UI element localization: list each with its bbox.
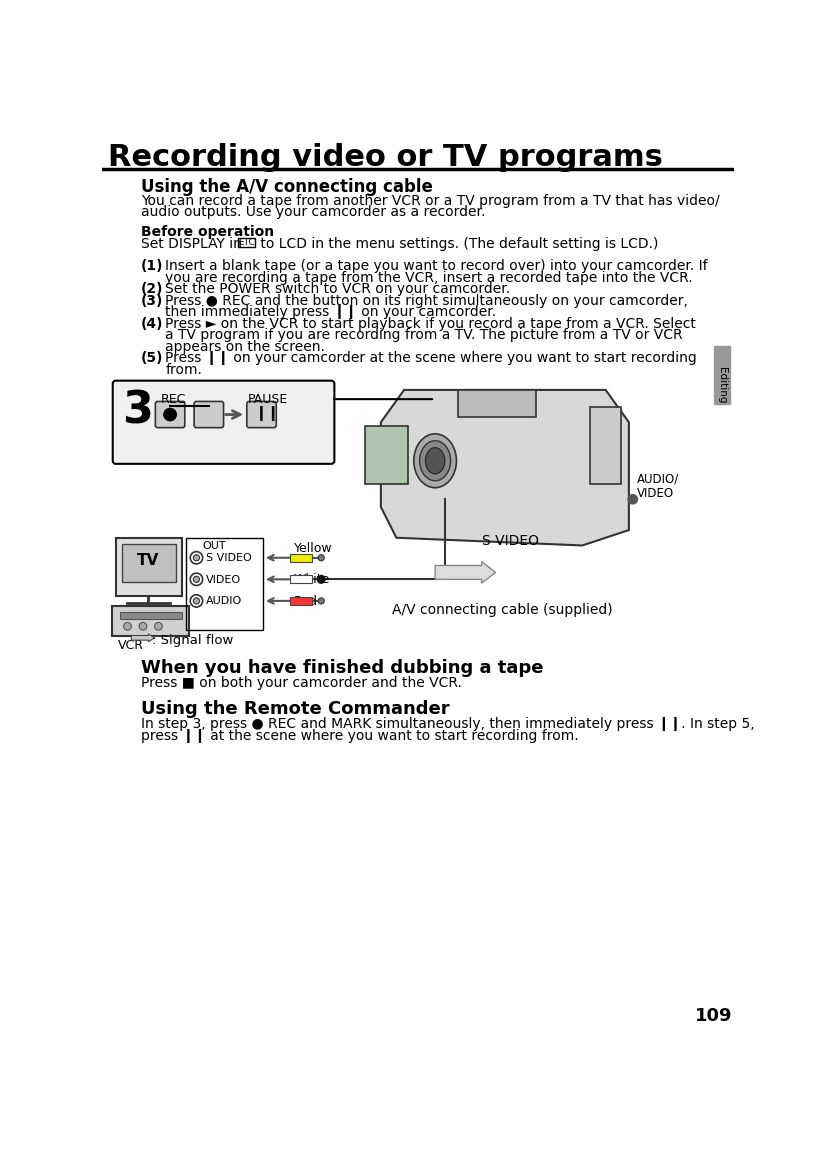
Bar (237, 238, 254, 247)
Circle shape (164, 409, 176, 421)
Text: Using the Remote Commander: Using the Remote Commander (141, 700, 449, 718)
FancyBboxPatch shape (247, 402, 276, 428)
Text: (5): (5) (141, 351, 163, 365)
Circle shape (190, 551, 203, 564)
Bar (186, 538, 263, 630)
Text: (1): (1) (141, 259, 163, 273)
Text: (2): (2) (141, 282, 163, 296)
Circle shape (155, 623, 162, 630)
Text: S VIDEO: S VIDEO (482, 534, 539, 548)
Circle shape (190, 595, 203, 607)
Ellipse shape (414, 434, 456, 488)
Bar (290, 597, 312, 604)
Text: Press ● REC and the button on its right simultaneously on your camcorder,: Press ● REC and the button on its right … (165, 294, 689, 307)
Text: Press ► on the VCR to start playback if you record a tape from a VCR. Select: Press ► on the VCR to start playback if … (165, 317, 696, 330)
Text: When you have finished dubbing a tape: When you have finished dubbing a tape (141, 658, 543, 677)
FancyBboxPatch shape (156, 402, 185, 428)
Text: (4): (4) (141, 317, 163, 330)
Bar (290, 576, 312, 584)
Text: appears on the screen.: appears on the screen. (165, 340, 325, 353)
Text: White: White (294, 573, 330, 586)
Text: AUDIO: AUDIO (205, 596, 242, 607)
FancyBboxPatch shape (112, 381, 334, 464)
Bar (290, 554, 312, 562)
Text: Yellow: Yellow (294, 542, 333, 556)
Bar (714, 346, 729, 404)
Text: PAUSE: PAUSE (248, 392, 288, 406)
Circle shape (318, 597, 324, 604)
Bar (590, 406, 621, 483)
Text: A/V connecting cable (supplied): A/V connecting cable (supplied) (393, 603, 613, 617)
Text: Red: Red (294, 595, 318, 608)
Text: Recording video or TV programs: Recording video or TV programs (108, 143, 663, 171)
Text: Before operation: Before operation (141, 226, 274, 239)
Text: AUDIO/
VIDEO: AUDIO/ VIDEO (637, 472, 679, 501)
Bar (458, 390, 536, 417)
Text: OUT: OUT (203, 541, 227, 551)
Text: (3): (3) (141, 294, 163, 307)
Text: ❙❙: ❙❙ (254, 406, 280, 421)
Bar (365, 426, 408, 483)
Circle shape (193, 577, 200, 582)
Circle shape (193, 597, 200, 604)
FancyArrow shape (435, 562, 496, 584)
FancyBboxPatch shape (194, 402, 223, 428)
Ellipse shape (420, 441, 451, 481)
Text: VIDEO: VIDEO (205, 574, 241, 585)
Circle shape (318, 577, 324, 582)
Text: Press ❙❙ on your camcorder at the scene where you want to start recording: Press ❙❙ on your camcorder at the scene … (165, 351, 697, 365)
Circle shape (139, 623, 147, 630)
Bar (112, 607, 189, 635)
Bar (120, 612, 182, 618)
Text: S VIDEO: S VIDEO (205, 554, 252, 563)
Text: : Signal flow: : Signal flow (152, 634, 234, 647)
Text: 3: 3 (122, 390, 153, 433)
Text: Using the A/V connecting cable: Using the A/V connecting cable (141, 178, 433, 196)
Text: from.: from. (165, 363, 202, 378)
Circle shape (124, 623, 131, 630)
Ellipse shape (425, 448, 445, 474)
Text: you are recording a tape from the VCR, insert a recorded tape into the VCR.: you are recording a tape from the VCR, i… (165, 270, 693, 284)
Text: audio outputs. Use your camcorder as a recorder.: audio outputs. Use your camcorder as a r… (141, 205, 485, 219)
Text: VCR: VCR (118, 639, 144, 651)
Text: to LCD in the menu settings. (The default setting is LCD.): to LCD in the menu settings. (The defaul… (256, 237, 659, 251)
Circle shape (318, 555, 324, 561)
Text: Set DISPLAY in: Set DISPLAY in (141, 237, 246, 251)
Text: ETC: ETC (238, 238, 254, 247)
Text: then immediately press ❙❙ on your camcorder.: then immediately press ❙❙ on your camcor… (165, 305, 496, 319)
Text: In step 3, press ● REC and MARK simultaneously, then immediately press ❙❙. In st: In step 3, press ● REC and MARK simultan… (141, 717, 754, 731)
Text: TV: TV (137, 552, 160, 567)
FancyArrow shape (131, 634, 155, 642)
Text: Editing: Editing (717, 367, 727, 404)
Text: Insert a blank tape (or a tape you want to record over) into your camcorder. If: Insert a blank tape (or a tape you want … (165, 259, 708, 273)
Circle shape (628, 495, 637, 504)
Text: Set the POWER switch to VCR on your camcorder.: Set the POWER switch to VCR on your camc… (165, 282, 510, 296)
Bar (116, 538, 182, 595)
Text: press ❙❙ at the scene where you want to start recording from.: press ❙❙ at the scene where you want to … (141, 729, 579, 742)
Text: You can record a tape from another VCR or a TV program from a TV that has video/: You can record a tape from another VCR o… (141, 193, 720, 207)
Text: REC: REC (161, 392, 186, 406)
Polygon shape (381, 390, 629, 546)
Circle shape (317, 576, 325, 584)
Text: 109: 109 (694, 1007, 732, 1024)
Text: Press ■ on both your camcorder and the VCR.: Press ■ on both your camcorder and the V… (141, 676, 461, 689)
Bar (122, 544, 175, 582)
Circle shape (190, 573, 203, 586)
Circle shape (193, 555, 200, 561)
Text: a TV program if you are recording from a TV. The picture from a TV or VCR: a TV program if you are recording from a… (165, 328, 683, 342)
